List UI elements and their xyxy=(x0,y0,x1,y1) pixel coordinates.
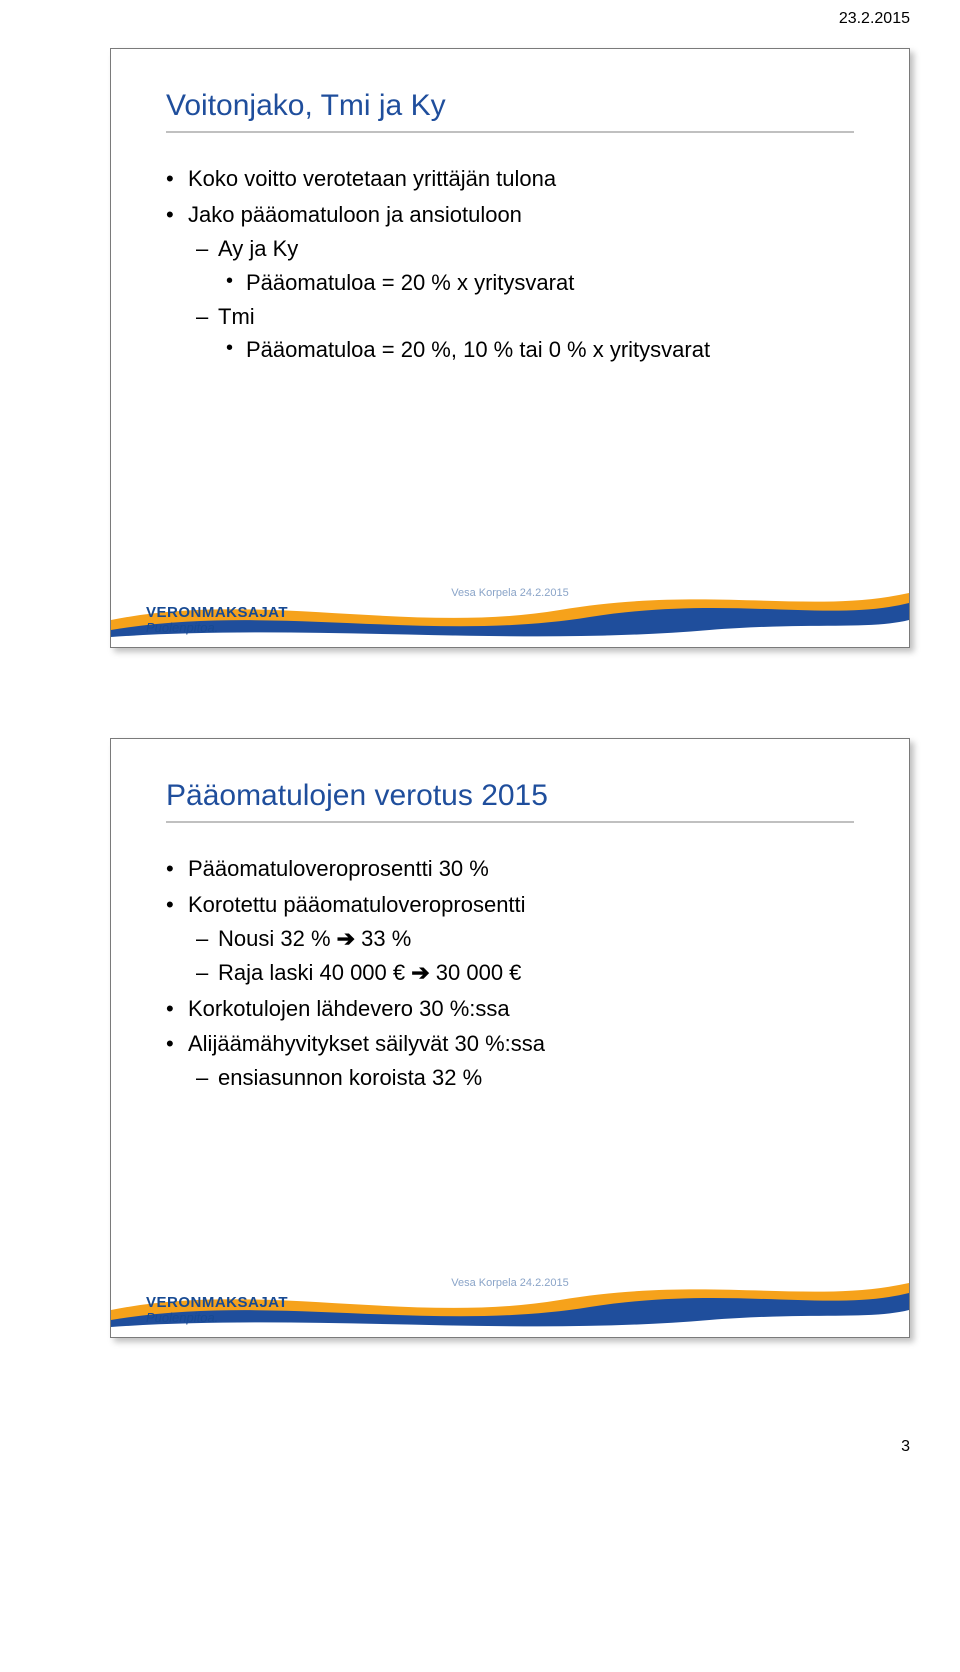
sub-text: Tmi xyxy=(218,304,255,329)
sub-sub-item: Pääomatuloa = 20 %, 10 % tai 0 % x yrity… xyxy=(218,334,854,366)
sub-item: Nousi 32 % ➔ 33 % xyxy=(188,923,854,955)
bullet-text: Korotettu pääomatuloveroprosentti xyxy=(188,892,526,917)
sub-item: ensiasunnon koroista 32 % xyxy=(188,1062,854,1094)
sub-list: Nousi 32 % ➔ 33 % Raja laski 40 000 € ➔ … xyxy=(188,923,854,989)
slide-2: Pääomatulojen verotus 2015 Pääomatulover… xyxy=(110,738,910,1338)
slide-title: Voitonjako, Tmi ja Ky xyxy=(111,49,909,131)
bullet-item: Jako pääomatuloon ja ansiotuloon Ay ja K… xyxy=(166,199,854,366)
sub-sub-list: Pääomatuloa = 20 % x yritysvarat xyxy=(218,267,854,299)
sub-list: ensiasunnon koroista 32 % xyxy=(188,1062,854,1094)
slide-footer: Vesa Korpela 24.2.2015 VERONMAKSAJAT Puo… xyxy=(111,575,909,647)
sub-item: Raja laski 40 000 € ➔ 30 000 € xyxy=(188,957,854,989)
logo-sub-text: Puolenpitoa. xyxy=(146,1310,288,1325)
arrow-icon: ➔ xyxy=(411,960,429,985)
sub-text-part: Raja laski 40 000 € xyxy=(218,960,411,985)
arrow-icon: ➔ xyxy=(337,926,355,951)
bullet-list: Koko voitto verotetaan yrittäjän tulona … xyxy=(166,163,854,366)
bullet-item: Korkotulojen lähdevero 30 %:ssa xyxy=(166,993,854,1025)
slide-title: Pääomatulojen verotus 2015 xyxy=(111,739,909,821)
slide-body: Pääomatuloveroprosentti 30 % Korotettu p… xyxy=(111,823,909,1094)
sub-item: Ay ja Ky Pääomatuloa = 20 % x yritysvara… xyxy=(188,233,854,299)
sub-text: Ay ja Ky xyxy=(218,236,298,261)
sub-item: Tmi Pääomatuloa = 20 %, 10 % tai 0 % x y… xyxy=(188,301,854,367)
logo-main-text: VERONMAKSAJAT xyxy=(146,1294,288,1311)
sub-list: Ay ja Ky Pääomatuloa = 20 % x yritysvara… xyxy=(188,233,854,367)
slide-footer: Vesa Korpela 24.2.2015 VERONMAKSAJAT Puo… xyxy=(111,1265,909,1337)
page-number: 3 xyxy=(0,1438,960,1476)
sub-text-part: Nousi 32 % xyxy=(218,926,337,951)
logo-sub-text: Puolenpitoa. xyxy=(146,620,288,635)
sub-text-part: 30 000 € xyxy=(430,960,522,985)
sub-text-part: 33 % xyxy=(355,926,411,951)
bullet-item: Pääomatuloveroprosentti 30 % xyxy=(166,853,854,885)
bullet-item: Alijäämähyvitykset säilyvät 30 %:ssa ens… xyxy=(166,1028,854,1094)
logo-main-text: VERONMAKSAJAT xyxy=(146,604,288,621)
slide-1: Voitonjako, Tmi ja Ky Koko voitto verote… xyxy=(110,48,910,648)
footer-logo: VERONMAKSAJAT Puolenpitoa. xyxy=(146,1294,288,1325)
sub-sub-list: Pääomatuloa = 20 %, 10 % tai 0 % x yrity… xyxy=(218,334,854,366)
bullet-list: Pääomatuloveroprosentti 30 % Korotettu p… xyxy=(166,853,854,1094)
slides-container: Voitonjako, Tmi ja Ky Koko voitto verote… xyxy=(0,28,960,1438)
sub-sub-item: Pääomatuloa = 20 % x yritysvarat xyxy=(218,267,854,299)
slide-body: Koko voitto verotetaan yrittäjän tulona … xyxy=(111,133,909,366)
footer-logo: VERONMAKSAJAT Puolenpitoa. xyxy=(146,604,288,635)
page-header-date: 23.2.2015 xyxy=(0,0,960,28)
bullet-text: Jako pääomatuloon ja ansiotuloon xyxy=(188,202,522,227)
bullet-item: Koko voitto verotetaan yrittäjän tulona xyxy=(166,163,854,195)
bullet-text: Alijäämähyvitykset säilyvät 30 %:ssa xyxy=(188,1031,545,1056)
bullet-item: Korotettu pääomatuloveroprosentti Nousi … xyxy=(166,889,854,989)
